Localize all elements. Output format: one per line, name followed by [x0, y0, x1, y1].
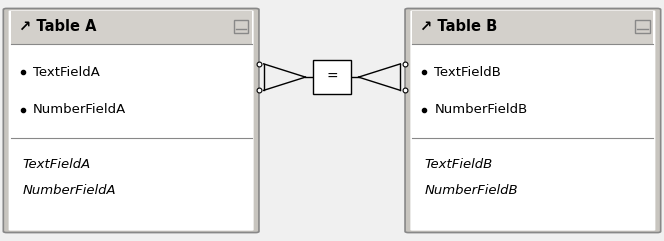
Text: TextFieldB: TextFieldB	[424, 158, 493, 171]
Text: TextFieldB: TextFieldB	[434, 66, 501, 79]
Bar	[11, 11, 252, 44]
Text: ↗ Table B: ↗ Table B	[420, 19, 497, 34]
Bar	[412, 11, 653, 44]
Bar	[635, 20, 650, 33]
Text: NumberFieldB: NumberFieldB	[434, 103, 527, 116]
Text: =: =	[326, 70, 338, 84]
Bar	[313, 60, 351, 94]
Text: TextFieldA: TextFieldA	[33, 66, 100, 79]
Text: TextFieldA: TextFieldA	[23, 158, 91, 171]
Text: NumberFieldA: NumberFieldA	[33, 103, 125, 116]
Text: NumberFieldB: NumberFieldB	[424, 184, 518, 197]
Bar	[234, 20, 248, 33]
FancyBboxPatch shape	[9, 10, 254, 231]
FancyBboxPatch shape	[405, 8, 661, 233]
FancyBboxPatch shape	[3, 8, 259, 233]
FancyBboxPatch shape	[410, 10, 655, 231]
Text: NumberFieldA: NumberFieldA	[23, 184, 116, 197]
Text: ↗ Table A: ↗ Table A	[19, 19, 96, 34]
